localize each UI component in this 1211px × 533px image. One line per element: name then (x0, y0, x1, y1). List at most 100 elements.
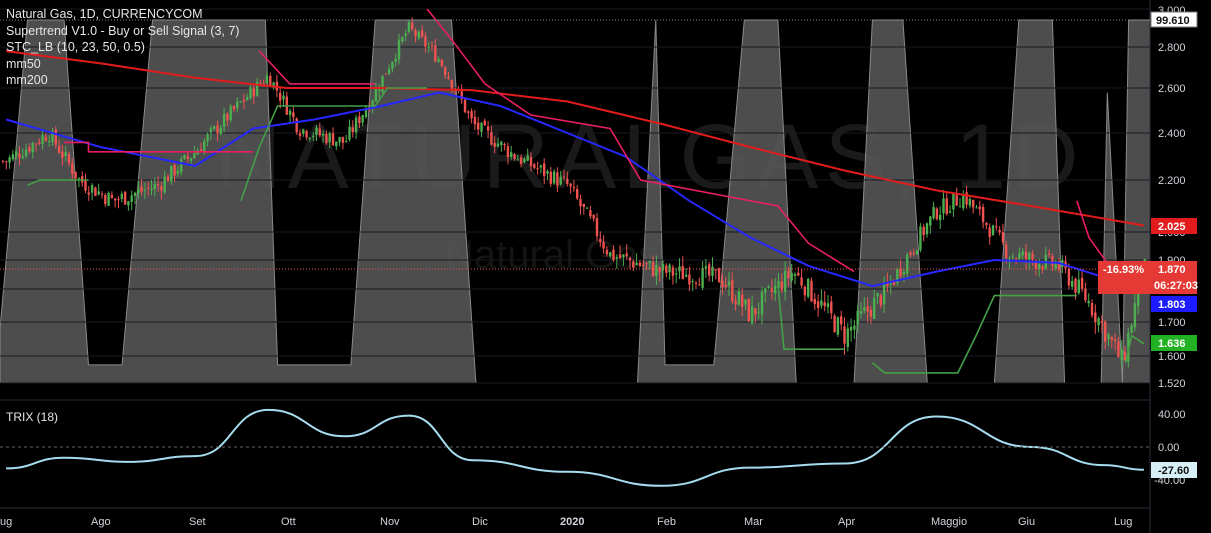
price-axis[interactable]: 3.000 2.800 2.600 2.400 2.200 2.000 1.90… (1158, 5, 1186, 390)
time-label: Apr (838, 516, 855, 528)
candle-body (1024, 251, 1028, 260)
candle-body (595, 218, 599, 237)
candle-body (734, 300, 737, 305)
candle-body (477, 122, 480, 130)
candle-body (929, 216, 932, 226)
candle-body (1130, 325, 1133, 334)
candle-body (813, 299, 816, 305)
indicator-mm200-label[interactable]: mm200 (6, 73, 48, 87)
candle-body (183, 154, 186, 159)
price-tick: 2.600 (1158, 83, 1186, 95)
candle-body (899, 268, 902, 277)
candle-body (325, 133, 328, 144)
candle-body (31, 142, 34, 153)
candle-body (599, 238, 602, 243)
stc-fill-area (0, 19, 1151, 384)
trix-legend[interactable]: TRIX (18) (6, 410, 59, 424)
supertrend-value-label: 1.636 (1158, 338, 1186, 350)
time-label: Ago (91, 516, 111, 528)
candle-body (444, 67, 447, 76)
chart-legend: Natural Gas, 1D, CURRENCYCOM Supertrend … (6, 6, 239, 89)
candle-body (51, 131, 54, 142)
time-axis[interactable]: ug Ago Set Ott Nov Dic 2020 Feb Mar Apr … (0, 516, 1132, 528)
candle-body (1034, 260, 1038, 269)
candle-body (77, 177, 81, 179)
price-tick: 1.600 (1158, 351, 1186, 363)
candle-body (750, 306, 754, 324)
candle-body (378, 89, 381, 92)
candle-body (54, 129, 57, 145)
candle-body (130, 195, 133, 202)
candle-body (94, 187, 97, 197)
candle-body (1107, 334, 1110, 339)
candle-body (618, 254, 622, 259)
candle-body (714, 269, 717, 271)
candle-body (48, 141, 51, 143)
candle-body (206, 134, 209, 142)
candlestick-series (1, 17, 1146, 368)
candle-body (500, 141, 503, 146)
candle-body (955, 194, 958, 206)
candle-body (797, 272, 800, 276)
candle-body (632, 261, 635, 268)
candle-body (1031, 253, 1034, 260)
candle-body (1077, 279, 1080, 294)
candle-body (1120, 349, 1123, 361)
candle-body (173, 165, 176, 176)
candle-body (642, 264, 645, 266)
candle-body (678, 266, 681, 272)
candle-body (892, 282, 896, 285)
supertrend-up-line (1124, 334, 1145, 363)
candle-body (1018, 253, 1021, 260)
candle-body (473, 117, 477, 125)
candle-body (90, 185, 94, 193)
candle-body (1110, 337, 1113, 340)
candle-body (143, 189, 147, 191)
candle-body (635, 262, 638, 266)
candle-body (1054, 263, 1057, 269)
candle-body (546, 170, 549, 174)
candle-body (361, 115, 364, 123)
supertrend-up-line (240, 87, 428, 202)
candle-body (859, 311, 863, 314)
candle-body (222, 113, 226, 128)
candle-body (952, 193, 955, 210)
time-label: Nov (380, 516, 400, 528)
candle-body (460, 91, 463, 100)
candle-body (328, 133, 331, 143)
candle-body (1080, 277, 1084, 289)
indicator-stc-label[interactable]: STC_LB (10, 23, 50, 0.5) (6, 40, 145, 54)
candle-body (133, 192, 137, 196)
candle-body (615, 257, 618, 259)
time-label: ug (0, 516, 12, 528)
candle-body (232, 106, 236, 110)
indicator-lines (5, 8, 1145, 374)
candle-body (503, 144, 506, 146)
indicator-supertrend-label[interactable]: Supertrend V1.0 - Buy or Sell Signal (3,… (6, 23, 240, 38)
candle-body (708, 264, 711, 276)
mm200-value-label: 2.025 (1158, 221, 1186, 233)
candle-body (226, 113, 229, 121)
candle-body (1011, 256, 1014, 258)
candle-body (107, 192, 110, 206)
candle-body (506, 146, 510, 157)
candle-body (774, 285, 777, 294)
candle-body (770, 287, 774, 292)
candle-body (856, 310, 859, 325)
candle-body (843, 326, 846, 344)
candle-body (8, 157, 11, 163)
candle-body (153, 183, 156, 190)
candle-body (526, 155, 529, 161)
candle-body (229, 106, 232, 121)
candle-body (958, 206, 962, 208)
candle-body (536, 168, 539, 170)
symbol-title[interactable]: Natural Gas, 1D, CURRENCYCOM (6, 7, 203, 21)
indicator-mm50-label[interactable]: mm50 (6, 56, 41, 71)
candle-body (655, 264, 658, 277)
candle-body (387, 68, 391, 75)
candle-body (186, 156, 189, 159)
candle-body (180, 158, 183, 173)
candle-body (767, 286, 770, 288)
candle-body (592, 215, 595, 219)
